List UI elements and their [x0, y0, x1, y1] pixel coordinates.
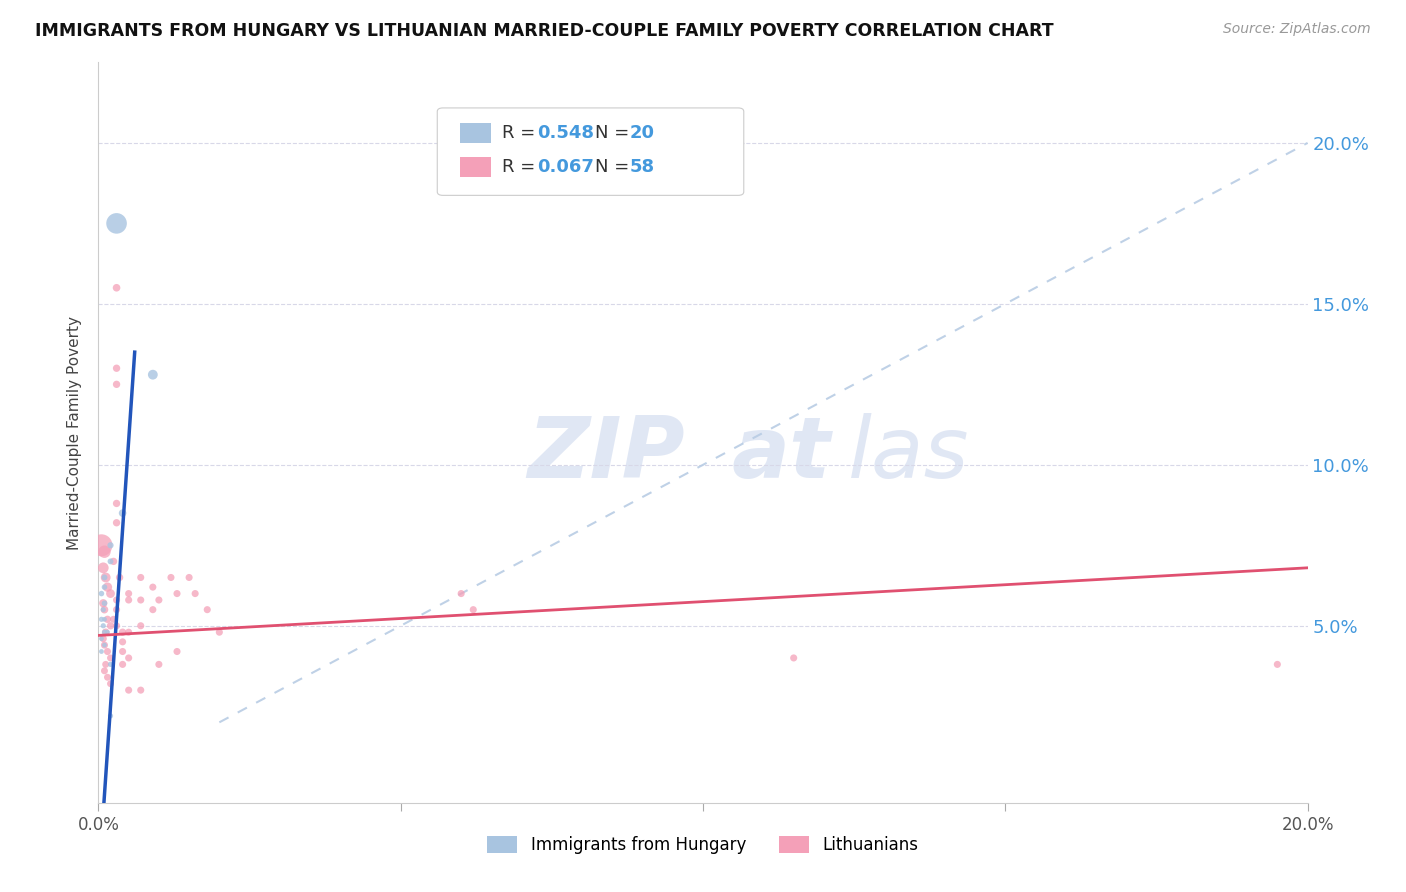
- Point: [90, 644, 112, 658]
- Point: [105, 602, 128, 616]
- Point: [129, 593, 152, 607]
- Legend: Immigrants from Hungary, Lithuanians: Immigrants from Hungary, Lithuanians: [481, 830, 925, 861]
- Point: [96, 612, 118, 626]
- Point: [91, 596, 114, 610]
- Text: R =: R =: [502, 124, 541, 142]
- Text: N =: N =: [595, 124, 634, 142]
- Point: [93, 545, 115, 559]
- Text: IMMIGRANTS FROM HUNGARY VS LITHUANIAN MARRIED-COUPLE FAMILY POVERTY CORRELATION : IMMIGRANTS FROM HUNGARY VS LITHUANIAN MA…: [35, 22, 1053, 40]
- Point: [93, 612, 115, 626]
- Text: at: at: [733, 413, 831, 496]
- Point: [179, 570, 201, 584]
- Point: [129, 683, 152, 698]
- Text: Source: ZipAtlas.com: Source: ZipAtlas.com: [1223, 22, 1371, 37]
- Point: [118, 651, 141, 665]
- Point: [111, 625, 134, 640]
- Point: [100, 538, 122, 552]
- Point: [90, 586, 112, 600]
- Text: ZIP: ZIP: [527, 413, 685, 496]
- Point: [111, 657, 134, 672]
- Point: [148, 593, 170, 607]
- Point: [118, 683, 141, 698]
- Point: [208, 625, 231, 640]
- Text: N =: N =: [595, 158, 634, 176]
- Point: [91, 602, 114, 616]
- Point: [93, 596, 115, 610]
- Point: [93, 638, 115, 652]
- Point: [142, 580, 165, 594]
- Point: [93, 570, 115, 584]
- Point: [93, 580, 115, 594]
- Point: [166, 644, 188, 658]
- Point: [91, 632, 114, 646]
- Point: [783, 651, 806, 665]
- Point: [105, 361, 128, 376]
- Text: 58: 58: [630, 158, 655, 176]
- Point: [105, 377, 128, 392]
- Point: [93, 664, 115, 678]
- Point: [100, 586, 122, 600]
- Point: [105, 281, 128, 295]
- Point: [90, 632, 112, 646]
- Point: [129, 619, 152, 633]
- Point: [1267, 657, 1289, 672]
- Text: 20: 20: [630, 124, 655, 142]
- Point: [105, 619, 128, 633]
- Point: [103, 554, 125, 568]
- Point: [100, 619, 122, 633]
- Point: [100, 554, 122, 568]
- Point: [450, 586, 472, 600]
- Point: [90, 538, 112, 552]
- Point: [111, 635, 134, 649]
- Point: [94, 657, 117, 672]
- Point: [91, 619, 114, 633]
- Point: [105, 216, 128, 230]
- Point: [111, 506, 134, 520]
- Point: [90, 612, 112, 626]
- Point: [118, 593, 141, 607]
- Text: R =: R =: [502, 158, 541, 176]
- Point: [184, 586, 207, 600]
- Point: [100, 676, 122, 690]
- Point: [100, 709, 122, 723]
- Text: 0.067: 0.067: [537, 158, 593, 176]
- Point: [105, 593, 128, 607]
- Point: [96, 580, 118, 594]
- Point: [93, 638, 115, 652]
- Y-axis label: Married-Couple Family Poverty: Married-Couple Family Poverty: [67, 316, 83, 549]
- Point: [96, 670, 118, 684]
- Text: 0.548: 0.548: [537, 124, 595, 142]
- Point: [94, 625, 117, 640]
- Text: las: las: [848, 413, 969, 496]
- Point: [105, 516, 128, 530]
- Point: [93, 625, 115, 640]
- Point: [195, 602, 218, 616]
- Point: [103, 612, 125, 626]
- Point: [148, 657, 170, 672]
- Point: [118, 586, 141, 600]
- Point: [96, 644, 118, 658]
- Point: [100, 657, 122, 672]
- Point: [94, 570, 117, 584]
- Point: [118, 625, 141, 640]
- Point: [142, 602, 165, 616]
- Point: [96, 625, 118, 640]
- Point: [160, 570, 183, 584]
- Point: [166, 586, 188, 600]
- Point: [105, 496, 128, 510]
- Point: [129, 570, 152, 584]
- Point: [111, 644, 134, 658]
- Point: [463, 602, 485, 616]
- Point: [93, 602, 115, 616]
- Point: [108, 570, 131, 584]
- Point: [142, 368, 165, 382]
- Point: [91, 561, 114, 575]
- Point: [100, 651, 122, 665]
